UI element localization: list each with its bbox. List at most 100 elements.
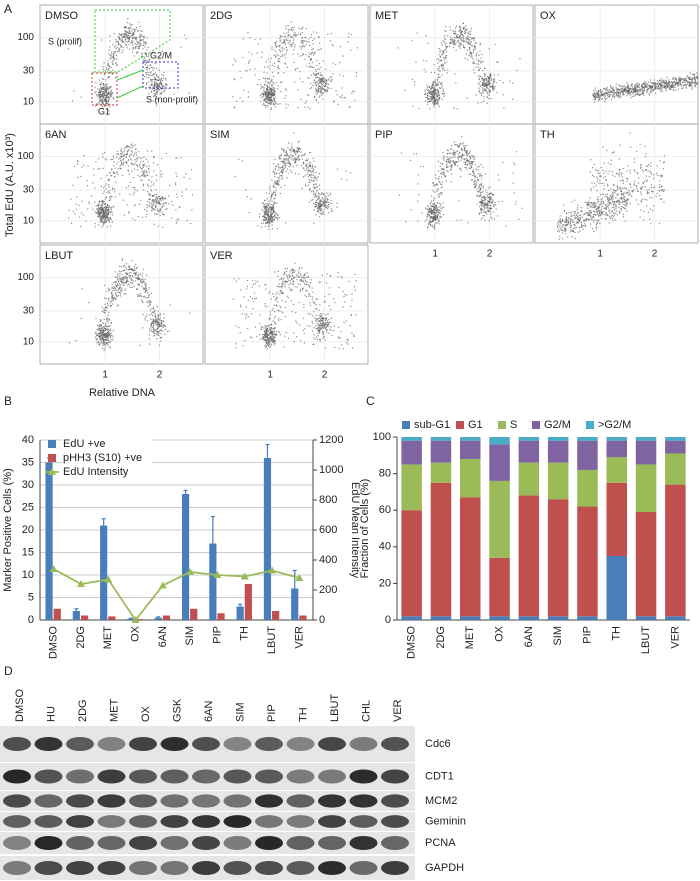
dot	[318, 205, 320, 207]
dot	[118, 158, 120, 160]
dot	[268, 222, 270, 224]
dot	[485, 81, 487, 84]
dot	[612, 96, 614, 98]
dot	[464, 150, 466, 152]
dot	[430, 94, 432, 96]
dot	[442, 69, 444, 71]
dot	[76, 159, 79, 162]
dot	[112, 98, 114, 100]
dot	[270, 94, 272, 96]
dot	[691, 80, 693, 83]
dot	[127, 169, 129, 171]
dot	[300, 34, 302, 36]
dot	[670, 85, 672, 87]
dot	[454, 27, 457, 29]
dot	[272, 204, 274, 206]
dot	[280, 161, 283, 163]
dot	[477, 66, 479, 68]
dot	[458, 160, 460, 163]
dot	[104, 221, 107, 224]
dot	[281, 149, 283, 151]
dot	[299, 158, 301, 160]
dot	[98, 168, 101, 170]
dot	[426, 103, 428, 106]
dot	[105, 209, 107, 211]
dot	[314, 201, 316, 204]
dot	[154, 77, 157, 79]
dot	[278, 37, 281, 39]
dot	[411, 78, 414, 80]
dot	[320, 200, 322, 202]
dot	[105, 214, 107, 216]
dot	[427, 86, 429, 89]
dot	[119, 155, 122, 157]
dot	[620, 90, 622, 92]
dot	[431, 220, 433, 223]
dot	[450, 38, 452, 41]
dot	[278, 169, 280, 171]
dot	[310, 86, 313, 89]
dot	[144, 63, 146, 66]
dot	[436, 82, 439, 85]
dot	[481, 208, 483, 210]
dot	[430, 210, 432, 212]
dot	[435, 102, 437, 105]
dot	[274, 192, 276, 194]
dot	[684, 78, 687, 80]
dot	[159, 82, 161, 85]
dot	[254, 74, 256, 76]
dot	[467, 58, 469, 61]
dot	[272, 216, 274, 219]
dot	[104, 203, 106, 205]
dot	[431, 101, 433, 104]
dot	[462, 44, 465, 46]
dot	[279, 217, 281, 219]
dot	[68, 209, 70, 211]
dot	[105, 208, 107, 210]
dot	[694, 85, 697, 88]
dot	[125, 36, 127, 38]
dot	[425, 34, 427, 37]
dot	[611, 95, 614, 97]
dot	[108, 71, 111, 73]
dot	[266, 91, 268, 93]
dot	[479, 67, 481, 69]
dot	[441, 93, 443, 95]
dot	[157, 202, 159, 204]
dot	[464, 163, 466, 165]
dot	[462, 158, 464, 160]
dot	[140, 161, 142, 163]
dot	[677, 83, 679, 85]
dot	[323, 213, 325, 215]
dot	[435, 177, 437, 179]
dot	[492, 86, 494, 88]
dot	[114, 196, 117, 198]
dot	[315, 90, 317, 92]
dot	[457, 158, 459, 160]
dot	[274, 173, 276, 175]
dot	[125, 187, 127, 189]
dot	[128, 30, 131, 33]
dot	[489, 197, 491, 199]
dot	[131, 170, 133, 172]
dot	[467, 164, 469, 166]
dot	[284, 88, 287, 90]
dot	[287, 155, 290, 157]
dot	[283, 35, 285, 38]
dot	[456, 219, 458, 221]
flow-panel	[204, 123, 369, 244]
dot	[284, 62, 286, 64]
dot	[288, 172, 290, 174]
dot	[102, 88, 104, 90]
dot	[321, 192, 324, 194]
dot	[622, 93, 624, 95]
dot	[110, 55, 112, 57]
dot	[630, 91, 632, 93]
dot	[501, 200, 503, 202]
dot	[175, 209, 177, 211]
dot	[314, 203, 316, 206]
dot	[445, 161, 448, 163]
dot	[160, 83, 162, 85]
dot	[426, 215, 428, 217]
